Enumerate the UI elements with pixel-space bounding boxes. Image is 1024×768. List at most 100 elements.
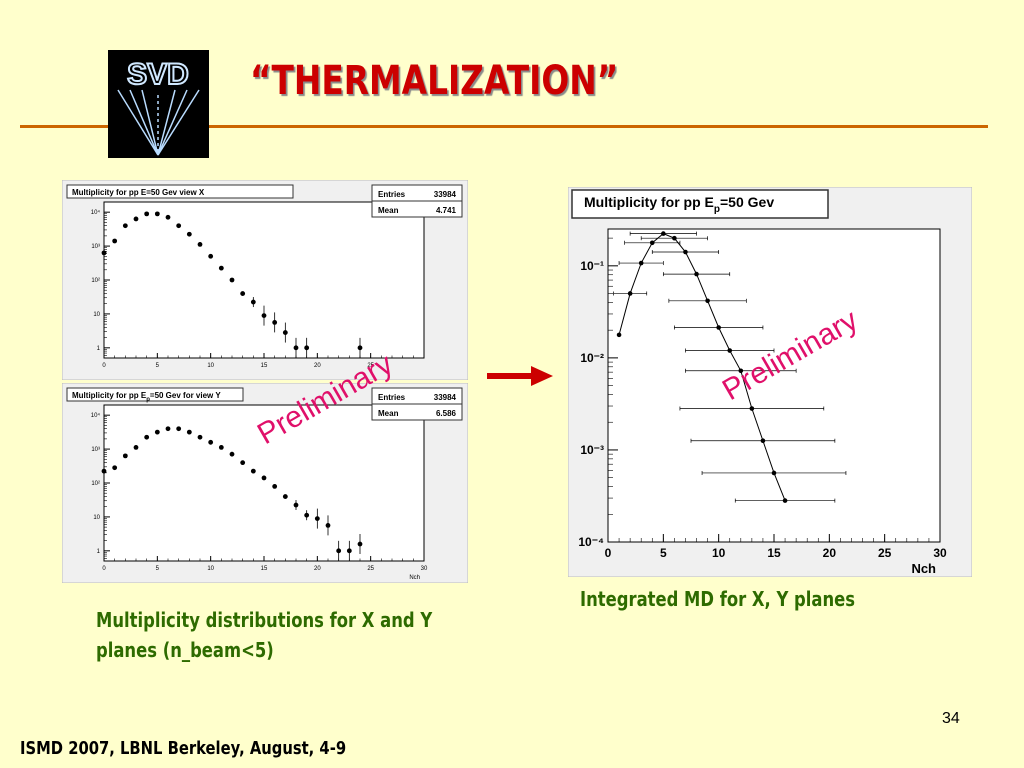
stats-entries-label: Entries <box>378 393 406 402</box>
plot-title: Multiplicity for pp Ep=50 Gev <box>584 194 774 215</box>
plot-frame <box>103 201 425 359</box>
data-point <box>208 253 214 259</box>
x-tick-label: 10 <box>207 363 214 369</box>
preliminary-watermark-right: Preliminary <box>717 303 863 407</box>
data-point <box>705 298 710 304</box>
histogram-view-x: 0 5 10 15 20 25 1 10 10² 10³ 10⁴ Multiplicity for … <box>62 180 468 380</box>
y-tick-label: 1 <box>97 346 101 352</box>
x-tick-label: 0 <box>605 546 612 560</box>
data-point <box>771 470 777 476</box>
data-point <box>336 548 342 554</box>
data-point <box>154 429 160 435</box>
y-tick-label: 10⁻¹ <box>580 259 604 273</box>
y-tick-label: 10⁻² <box>580 351 604 365</box>
data-point <box>250 299 256 305</box>
data-point <box>649 240 655 246</box>
data-point <box>197 241 203 247</box>
x-tick-label: 5 <box>156 566 160 572</box>
data-point <box>240 460 246 466</box>
caption-right: Integrated MD for X, Y planes <box>580 587 856 611</box>
stats-mean-value: 4.741 <box>436 206 457 215</box>
stats-entries-label: Entries <box>378 190 406 199</box>
data-point <box>240 291 246 296</box>
stats-mean-value: 6.586 <box>436 409 457 418</box>
preliminary-watermark-left: Preliminary <box>252 347 398 451</box>
data-point <box>293 502 299 508</box>
y-tick-label: 10⁴ <box>91 412 101 419</box>
data-point <box>218 444 224 450</box>
x-tick-label: 10 <box>712 546 726 560</box>
x-tick-label: 0 <box>102 566 106 572</box>
histogram-title-box: Multiplicity for pp Ep=50 Gev for view Y <box>66 387 244 403</box>
data-point <box>101 468 107 474</box>
y-tick-label: 10 <box>93 312 100 318</box>
caption-left-line2: planes (n_beam<5) <box>96 638 274 662</box>
data-point <box>672 235 677 241</box>
data-point <box>304 345 310 351</box>
y-tick-label: 10 <box>93 515 100 521</box>
data-point <box>282 330 288 335</box>
y-tick-label: 10⁻³ <box>580 443 604 457</box>
data-point <box>272 319 278 325</box>
data-point <box>760 438 766 444</box>
x-tick-label: 20 <box>823 546 837 560</box>
x-tick-label: 30 <box>421 566 428 572</box>
data-point <box>176 223 182 229</box>
data-point <box>357 345 363 351</box>
x-tick-label: 25 <box>367 566 374 572</box>
data-point <box>261 475 267 481</box>
data-point <box>165 426 171 432</box>
histogram-title: Multiplicity for pp E=50 Gev view X <box>72 188 205 197</box>
data-point <box>133 444 139 450</box>
x-tick-label: 30 <box>933 546 947 560</box>
y-tick-label: 10² <box>91 278 100 284</box>
page-number: 34 <box>942 710 960 727</box>
y-tick-label: 10⁻⁴ <box>578 535 604 549</box>
data-point <box>144 211 150 217</box>
data-point <box>197 434 203 440</box>
x-tick-label: 25 <box>878 546 892 560</box>
data-point <box>738 368 744 374</box>
x-tick-label: 25 <box>367 363 374 369</box>
logo-lettering: SVD <box>127 58 189 91</box>
data-point <box>727 348 733 353</box>
data-point <box>122 223 128 229</box>
stats-box: Entries 33984 Mean 6.586 <box>371 387 463 421</box>
data-point <box>186 231 192 237</box>
data-point <box>176 426 182 432</box>
histogram-title-box: Multiplicity for pp E=50 Gev view X <box>66 184 294 199</box>
svg-text:Preliminary: Preliminary <box>717 303 863 407</box>
right-arrow-icon <box>487 366 553 386</box>
y-tick-label: 10³ <box>91 447 100 453</box>
data-point <box>683 249 688 255</box>
y-tick-label: 10³ <box>91 244 100 250</box>
data-point <box>144 434 150 440</box>
title-rule-right <box>209 125 988 128</box>
data-point <box>261 313 267 319</box>
x-axis-label: Nch <box>911 561 936 576</box>
x-tick-label: 20 <box>314 566 321 572</box>
plot-title-box: Multiplicity for pp Ep=50 Gev <box>571 189 829 219</box>
stats-box: Entries 33984 Mean 4.741 <box>371 184 463 218</box>
data-point <box>272 483 278 489</box>
stats-entries-value: 33984 <box>434 393 457 402</box>
data-point <box>229 277 235 283</box>
histogram-title: Multiplicity for pp Ep=50 Gev for view Y <box>72 391 221 403</box>
x-tick-label: 10 <box>207 566 214 572</box>
title-rule-left <box>20 125 108 128</box>
data-point <box>346 548 352 554</box>
series-line <box>618 233 786 501</box>
footer-text: ISMD 2007, LBNL Berkeley, August, 4-9 <box>20 738 347 759</box>
data-point <box>661 231 666 236</box>
data-point <box>357 541 363 547</box>
stats-mean-label: Mean <box>378 409 399 418</box>
svd-logo: SVD <box>108 50 209 158</box>
caption-left: Multiplicity distributions for X and Y p… <box>96 605 432 665</box>
histogram-view-y: 0 5 10 15 20 25 30 1 10 10² 10³ 10⁴ Nch Multiplicity… <box>62 383 468 583</box>
svg-text:Preliminary: Preliminary <box>252 347 398 451</box>
data-point <box>694 271 699 277</box>
data-point <box>208 439 214 445</box>
data-point <box>749 406 755 411</box>
data-point <box>716 325 721 330</box>
data-point <box>133 216 139 222</box>
